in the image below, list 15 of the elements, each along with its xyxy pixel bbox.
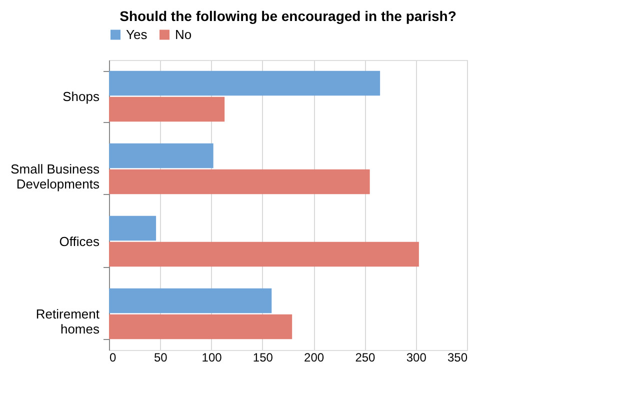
y-tick-label: Small Business Developments — [10, 161, 100, 192]
y-tick-label: Retirement homes — [36, 306, 100, 336]
x-tick-label: 50 — [154, 350, 168, 364]
legend-label: No — [175, 26, 192, 42]
x-tick-label: 300 — [406, 350, 427, 364]
x-tick-label: 0 — [110, 350, 116, 364]
x-tick-label: 150 — [252, 350, 274, 364]
chart-title: Should the following be encouraged in the parish? — [120, 8, 456, 24]
x-tick-label: 350 — [447, 350, 468, 364]
x-tick-label: 200 — [304, 350, 324, 364]
y-tick-label: Shops — [62, 88, 100, 104]
x-tick-label: 100 — [202, 350, 222, 364]
y-tick-label: Offices — [59, 234, 100, 249]
x-tick-label: 250 — [355, 350, 376, 364]
legend-label: Yes — [126, 26, 148, 42]
